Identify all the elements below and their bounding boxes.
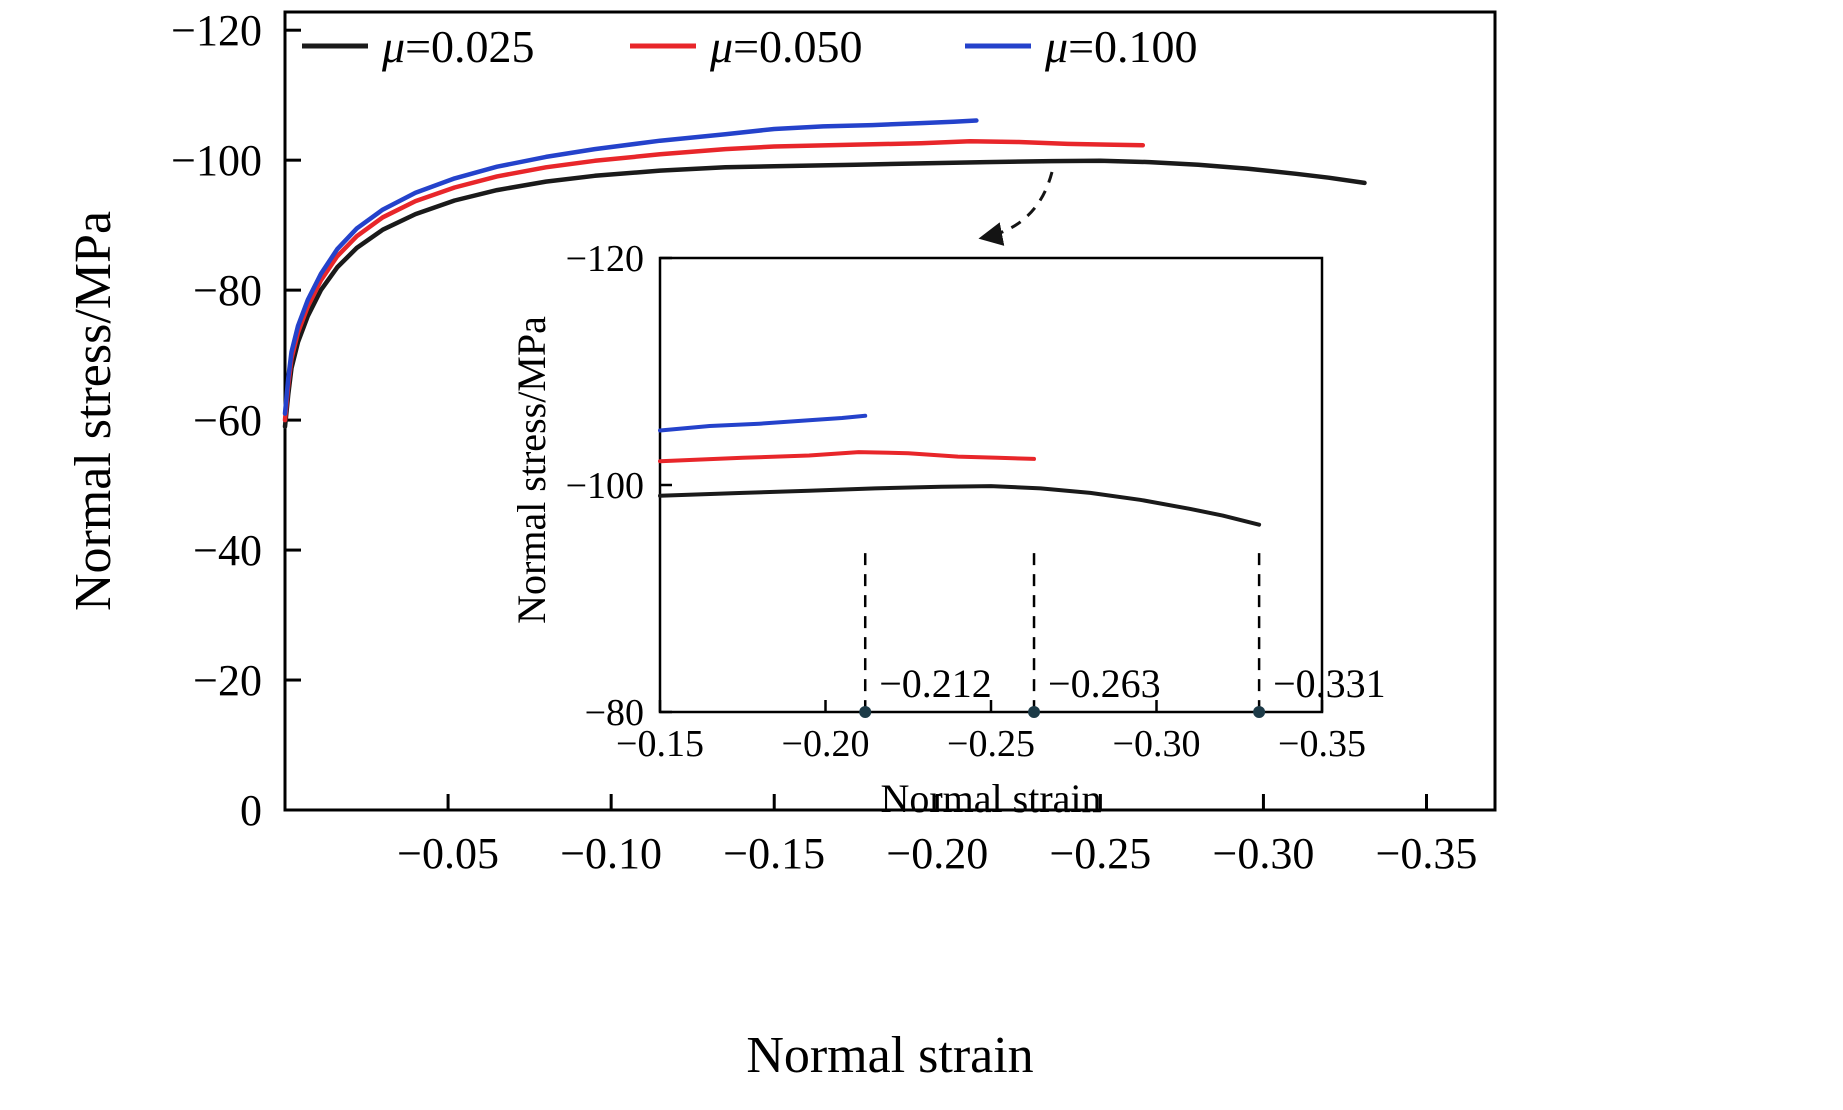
inset-curve-mu-0100	[658, 413, 868, 433]
inset-axis-ticks: −0.15 −0.20 −0.25 −0.30 −0.35 −80 −100 −120	[566, 238, 1366, 765]
inset-y-tick-label: −80	[585, 692, 644, 734]
main-x-tick-label: −0.20	[886, 829, 988, 878]
inset-plot: −0.15 −0.20 −0.25 −0.30 −0.35 −80 −100 −120 −0.…	[509, 238, 1386, 821]
inset-x-tick-label: −0.15	[616, 723, 704, 765]
inset-y-tick-label: −100	[566, 465, 644, 507]
curve-mu-0050	[282, 139, 1146, 423]
legend-item-mu-0100: μ=0.100	[965, 21, 1198, 72]
inset-x-tick-label: −0.25	[947, 723, 1035, 765]
inset-curves	[658, 413, 1262, 527]
curve-mu-0100	[282, 118, 979, 416]
main-y-tick-label: −100	[171, 136, 262, 185]
main-x-tick-label: −0.35	[1376, 829, 1478, 878]
annotation-strain-label: −0.263	[1048, 661, 1161, 706]
main-y-tick-label: −120	[171, 6, 262, 55]
main-y-tick-label: −20	[193, 656, 262, 705]
main-xaxis-label: Normal strain	[746, 1027, 1033, 1084]
inset-x-tick-label: −0.30	[1113, 723, 1201, 765]
main-y-tick-label: −40	[193, 526, 262, 575]
legend-label-mu-0025: μ=0.025	[381, 21, 535, 72]
legend-item-mu-0025: μ=0.025	[302, 21, 535, 72]
legend-label-mu-0100: μ=0.100	[1044, 21, 1198, 72]
legend: μ=0.025 μ=0.050 μ=0.100	[302, 21, 1198, 72]
main-y-tick-label: −80	[193, 266, 262, 315]
inset-annotations: −0.212 −0.263 −0.331	[859, 553, 1386, 718]
main-y-tick-label: −60	[193, 396, 262, 445]
main-x-tick-label: −0.25	[1049, 829, 1151, 878]
annotation-strain-label: −0.212	[879, 661, 992, 706]
inset-y-tick-label: −120	[566, 238, 644, 280]
main-curves	[282, 118, 1367, 429]
curve-mu-0025	[282, 158, 1367, 429]
inset-x-tick-label: −0.35	[1278, 723, 1366, 765]
main-plot: −0.05 −0.10 −0.15 −0.20 −0.25 −0.30 −0.35 0 −20 −…	[65, 6, 1497, 1084]
annotation-endpoint-dot	[1253, 706, 1266, 718]
annotation-endpoint-dot	[1028, 706, 1041, 718]
callout-arrow	[978, 171, 1054, 246]
inset-x-tick-label: −0.20	[782, 723, 870, 765]
main-x-tick-label: −0.05	[397, 829, 499, 878]
main-x-tick-label: −0.10	[560, 829, 662, 878]
inset-curve-mu-0025	[658, 484, 1262, 527]
legend-label-mu-0050: μ=0.050	[709, 21, 863, 72]
inset-xaxis-label: Normal strain	[880, 776, 1101, 821]
main-y-tick-label: 0	[240, 786, 262, 835]
main-axis-ticks: −0.05 −0.10 −0.15 −0.20 −0.25 −0.30 −0.35 0 −20 −…	[171, 6, 1477, 878]
inset-curve-mu-0050	[658, 450, 1036, 464]
annotation-strain-label: −0.331	[1273, 661, 1386, 706]
main-x-tick-label: −0.30	[1213, 829, 1315, 878]
main-x-tick-label: −0.15	[723, 829, 825, 878]
legend-item-mu-0050: μ=0.050	[630, 21, 863, 72]
inset-yaxis-label: Normal stress/MPa	[509, 316, 554, 624]
annotation-endpoint-dot	[859, 706, 872, 718]
main-yaxis-label: Normal stress/MPa	[65, 211, 122, 611]
